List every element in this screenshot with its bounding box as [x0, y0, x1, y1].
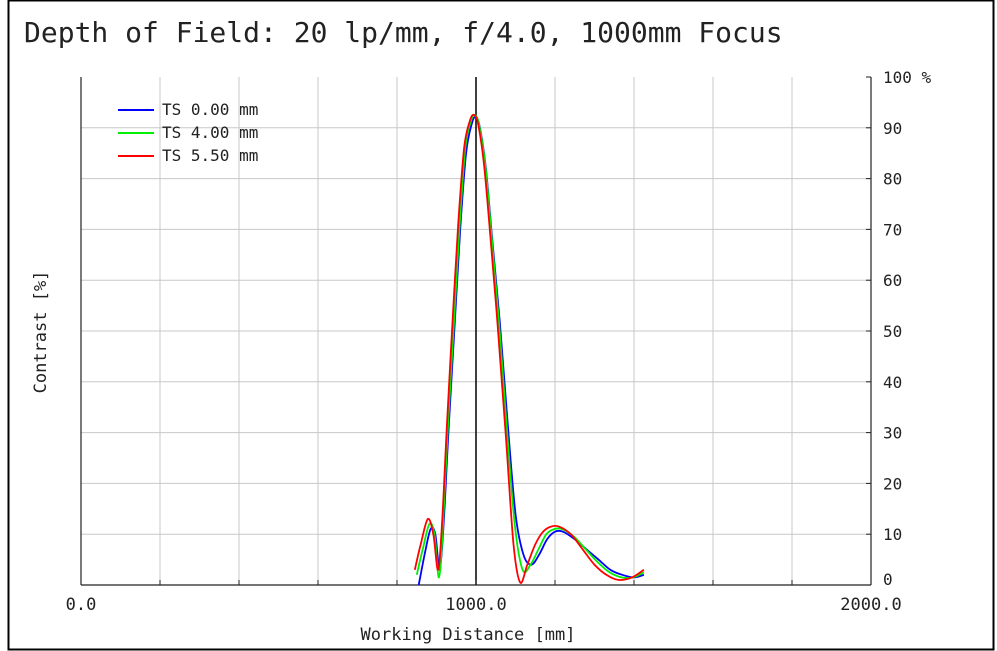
x-tick-label: 0.0: [66, 595, 97, 615]
y-tick-label: 20: [883, 474, 902, 493]
x-tick-label: 2000.0: [840, 595, 901, 615]
y-axis-label: Contrast [%]: [31, 271, 51, 394]
legend: TS 0.00 mm TS 4.00 mm TS 5.50 mm: [118, 100, 258, 165]
y-tick-label: 80: [883, 170, 902, 189]
series-line-3: [413, 113, 645, 584]
y-tick-label: 60: [883, 271, 902, 290]
y-tick-label: 40: [883, 373, 902, 392]
legend-label-1: TS 0.00 mm: [162, 100, 258, 119]
y-tick-label: 0: [883, 570, 893, 589]
chart-frame: [7, 0, 995, 651]
x-tick-label: 1000.0: [445, 595, 506, 615]
series-line-2: [415, 113, 645, 579]
y-tick-label: 70: [883, 220, 902, 239]
y-tick-label: 50: [883, 322, 902, 341]
y-tick-label: 30: [883, 424, 902, 443]
x-axis-label: Working Distance [mm]: [361, 625, 576, 645]
legend-label-3: TS 5.50 mm: [162, 146, 258, 165]
tick-labels: 0.0 1000.0 2000.0 0 10 20 30 40 50 60 70 80 90 100 %: [66, 68, 932, 615]
legend-label-2: TS 4.00 mm: [162, 123, 258, 142]
chart-title: Depth of Field: 20 lp/mm, f/4.0, 1000mm …: [24, 16, 783, 49]
y-tick-label: 10: [883, 525, 902, 544]
y-tick-label: 90: [883, 119, 902, 138]
axes: [80, 76, 872, 586]
y-tick-label: 100 %: [883, 68, 932, 87]
series-lines: [413, 113, 645, 586]
